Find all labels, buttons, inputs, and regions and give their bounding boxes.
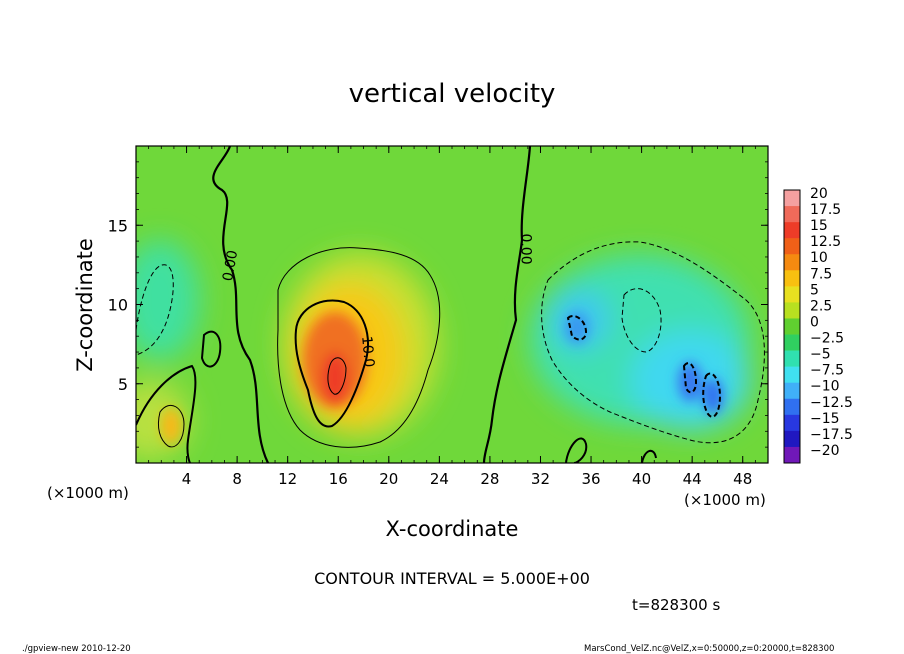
colorbar-swatch: [784, 398, 800, 416]
right-downdraft-core-a: [678, 362, 702, 402]
colorbar-label: −12.5: [810, 395, 853, 411]
colorbar-swatch: [784, 446, 800, 464]
colorbar-label: −15: [810, 411, 840, 427]
colorbar-label: 7.5: [810, 266, 832, 282]
updraft-core: [321, 352, 349, 404]
colorbar-swatch: [784, 254, 800, 271]
colorbar-swatch: [784, 286, 800, 303]
colorbar: 2017.51512.5107.552.50−2.5−5−7.5−10−12.5…: [783, 186, 853, 464]
x-tick-label: 4: [182, 470, 192, 488]
colorbar-label: 12.5: [810, 234, 841, 250]
colorbar-label: 2.5: [810, 298, 832, 314]
x-tick-label: 20: [379, 470, 398, 488]
x-tick-label: 40: [632, 470, 651, 488]
colorbar-swatch: [784, 270, 800, 287]
zero-contour-left: [212, 146, 269, 463]
x-tick-label: 12: [278, 470, 297, 488]
x-axis-label: X-coordinate: [386, 517, 519, 541]
colorbar-label: 20: [810, 186, 828, 202]
colorbar-label: 0: [810, 314, 819, 330]
footer-source: MarsCond_VelZ.nc@VelZ,x=0:50000,z=0:2000…: [584, 644, 834, 654]
x-tick-label: 16: [329, 470, 348, 488]
colorbar-swatch: [784, 334, 800, 351]
colorbar-swatch: [784, 238, 800, 255]
y-tick-label: 5: [118, 375, 128, 394]
contour-15-updraft: [327, 357, 347, 395]
zero-contour-bottom-b: [641, 449, 657, 463]
chart-title: vertical velocity: [349, 79, 556, 109]
y-axis-label: Z-coordinate: [73, 238, 97, 372]
contour-interval-text: CONTOUR INTERVAL = 5.000E+00: [314, 569, 590, 588]
contour-neg5-left: [136, 264, 174, 356]
contour-label: 10.0: [358, 335, 377, 367]
y-tick-label: 15: [108, 216, 128, 235]
colorbar-label: 5: [810, 282, 819, 298]
colorbar-label: 17.5: [810, 202, 841, 218]
colorbar-swatch: [784, 366, 800, 384]
right-downdraft-core-b: [703, 378, 723, 414]
time-text: t=828300 s: [632, 596, 720, 614]
colorbar-swatch: [784, 206, 800, 223]
contour-neg10-mid: [566, 314, 588, 341]
colorbar-label: −5: [810, 347, 831, 363]
contour-5-left: [157, 404, 185, 448]
colorbar-swatch: [784, 382, 800, 400]
left-updraft-core: [161, 408, 181, 444]
colorbar-swatch: [784, 222, 800, 239]
colorbar-label: −20: [810, 443, 840, 459]
colorbar-label: −10: [810, 379, 840, 395]
colorbar-label: −17.5: [810, 427, 853, 443]
contour-labels: 0.00 10.0 0.00: [220, 233, 533, 367]
mid-downdraft-core: [565, 312, 589, 344]
x-tick-label: 32: [531, 470, 550, 488]
contour-neg5-right: [541, 241, 765, 444]
colorbar-label: −7.5: [810, 363, 844, 379]
colorbar-swatch: [784, 318, 800, 335]
plot-field: 0.00 10.0 0.00: [136, 146, 768, 463]
contour-neg5-inner: [621, 288, 662, 353]
contour-neg10-right-a: [682, 362, 698, 394]
left-downdraft-zone: [136, 240, 200, 360]
x-tick-label: 44: [683, 470, 702, 488]
x-tick-label: 36: [581, 470, 600, 488]
contour-label: 0.00: [220, 249, 241, 282]
colorbar-label: 15: [810, 218, 828, 234]
zero-contour-right: [482, 146, 532, 463]
y-tick-label: 10: [108, 296, 128, 315]
colorbar-swatch: [784, 430, 800, 448]
x-tick-label: 28: [480, 470, 499, 488]
colorbar-swatch: [784, 190, 800, 207]
zero-contour-lower-left: [136, 364, 197, 463]
x-tick-label: 48: [733, 470, 752, 488]
contour-10-updraft: [294, 299, 369, 428]
colorbar-frame: [783, 189, 801, 464]
colorbar-label: −2.5: [810, 331, 844, 347]
contour-label: 0.00: [518, 233, 534, 264]
colorbar-label: 10: [810, 250, 828, 266]
contour-neg10-right-b: [702, 372, 722, 418]
x-tick-label: 8: [232, 470, 242, 488]
colorbar-swatch: [784, 350, 800, 367]
x-unit-left: (×1000 m): [47, 484, 129, 502]
x-axis-ticks: 4 8 12 16 20 24 28 32 36 40 44 48: [148, 146, 756, 488]
zero-contour-blob: [200, 330, 222, 368]
colorbar-swatch: [784, 414, 800, 432]
y-axis-ticks: 5 10 15: [108, 161, 768, 448]
x-tick-label: 24: [430, 470, 449, 488]
contour-5-updraft: [277, 247, 441, 448]
x-unit-right: (×1000 m): [684, 491, 766, 509]
footer-program: ./gpview-new 2010-12-20: [22, 644, 131, 654]
colorbar-swatch: [784, 302, 800, 319]
